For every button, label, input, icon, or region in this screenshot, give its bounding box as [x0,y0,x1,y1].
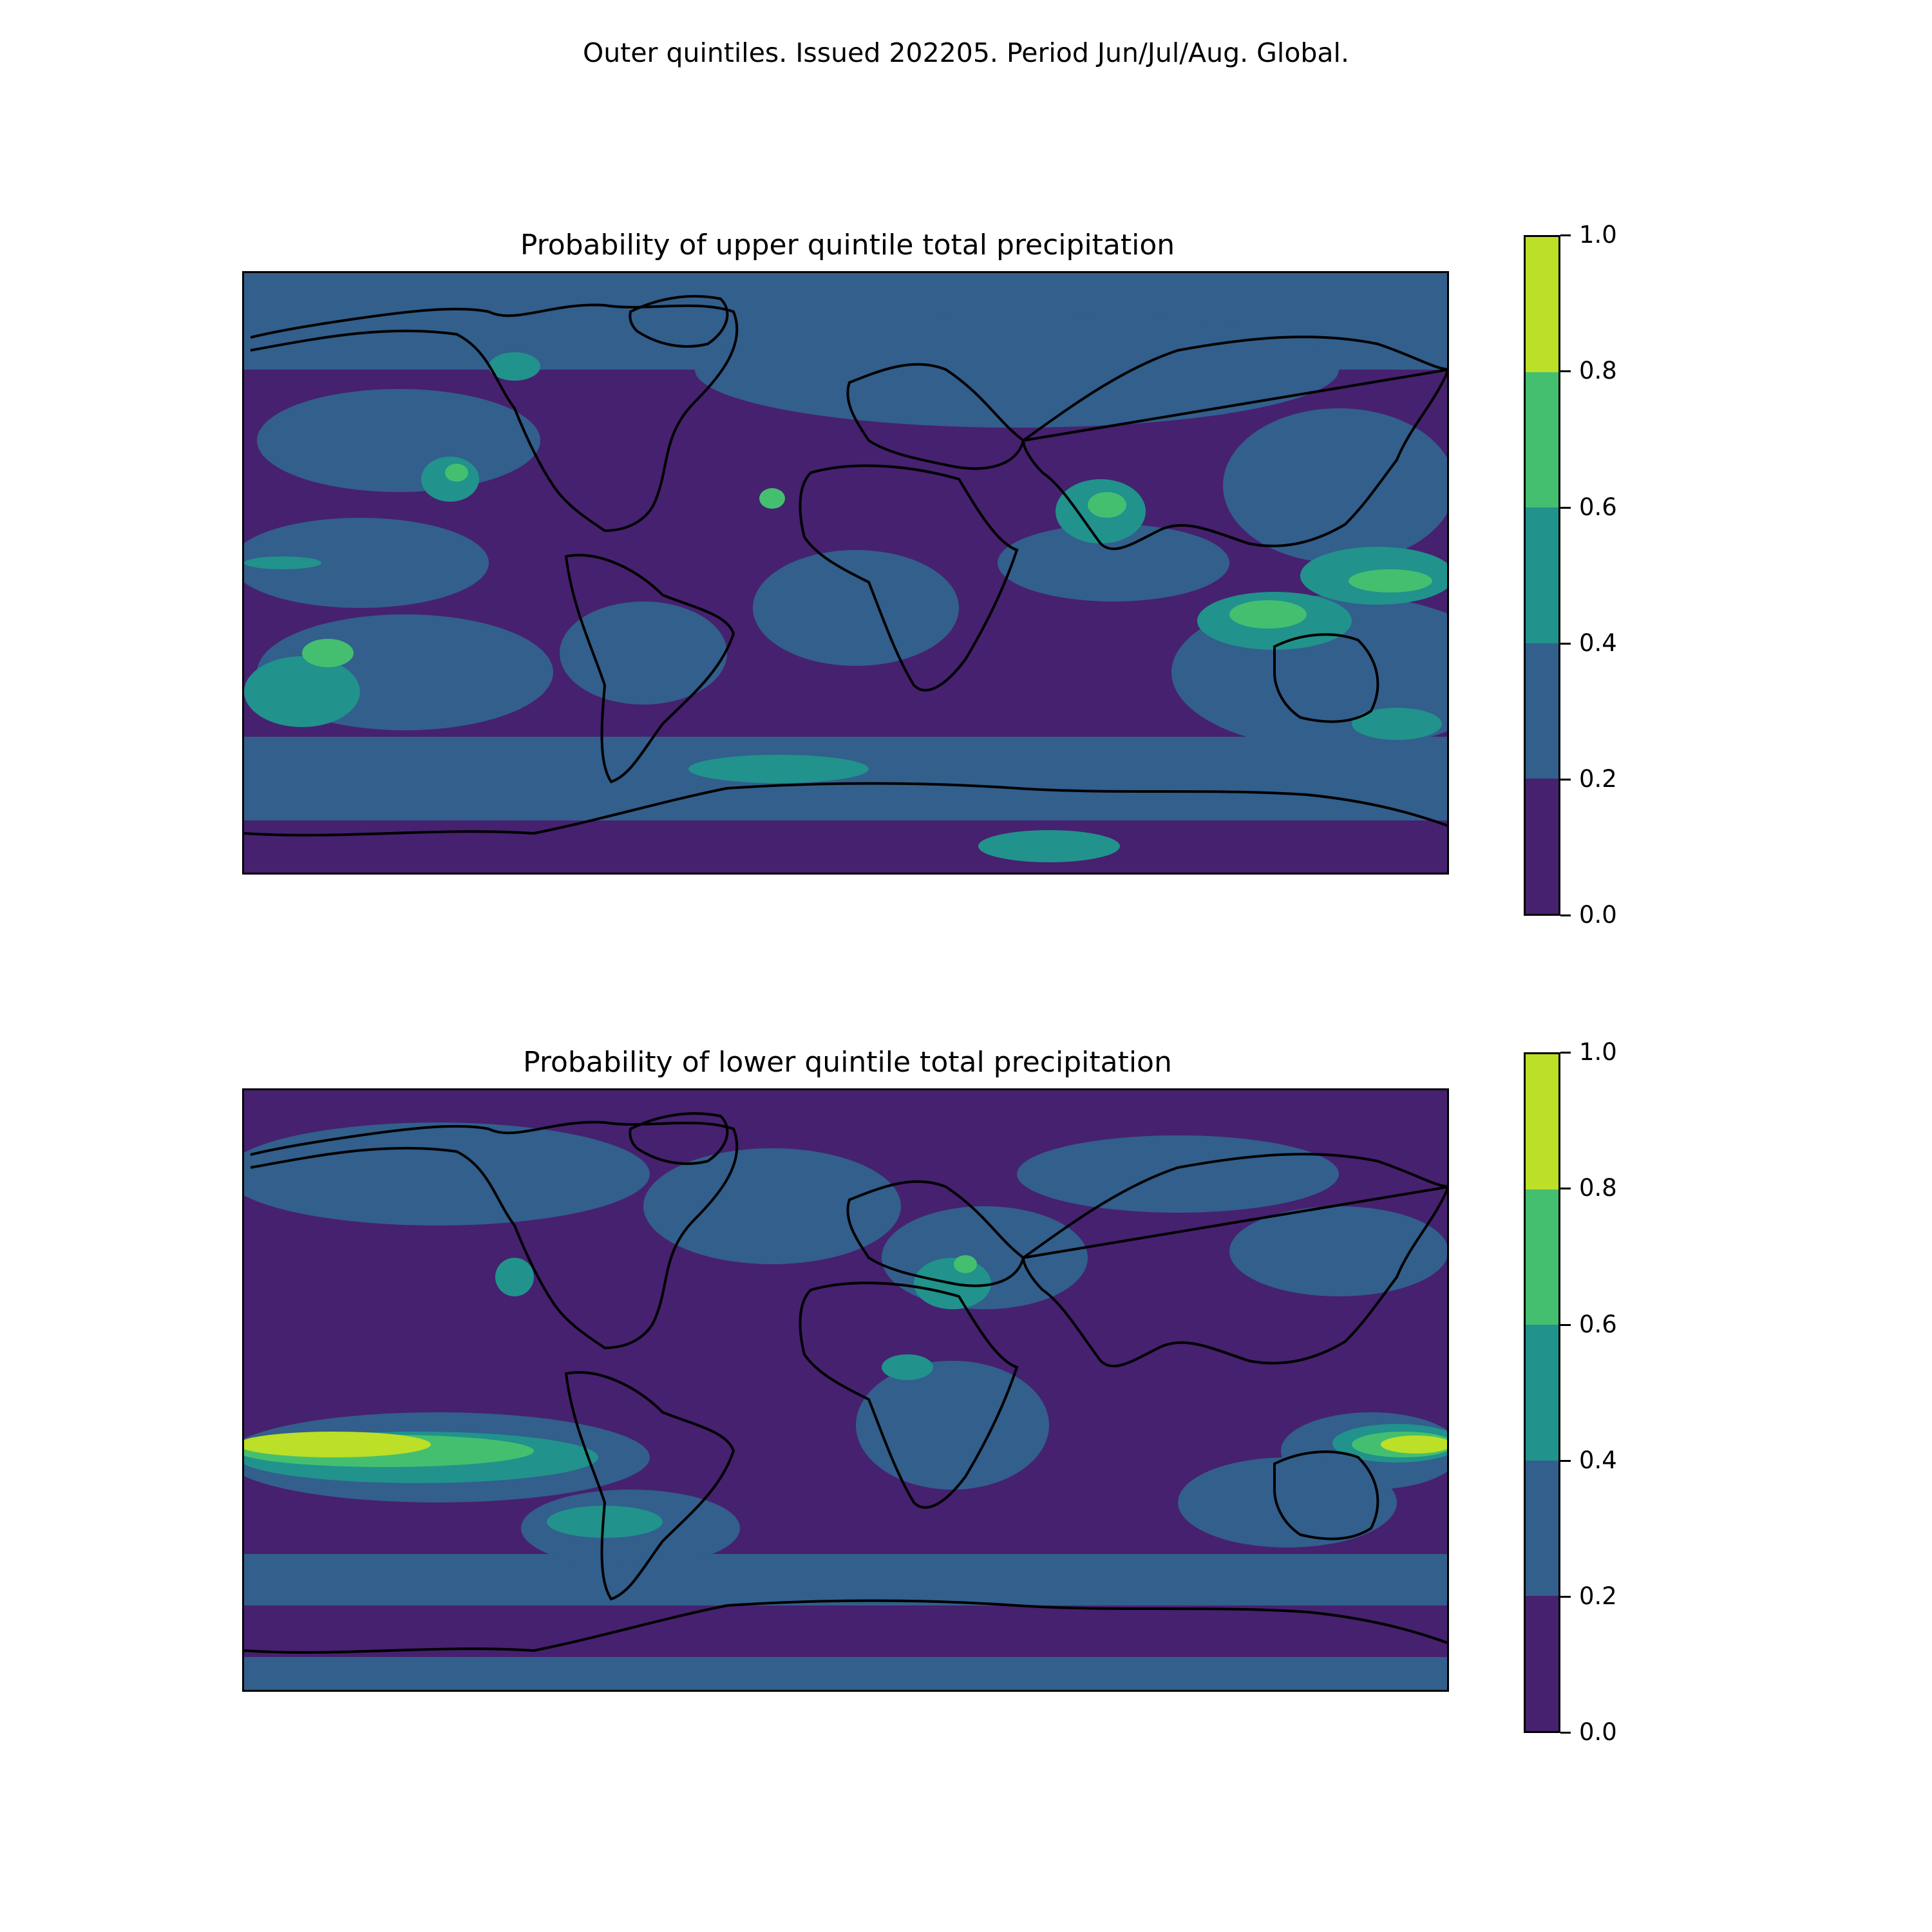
antarctic-band [244,1657,1447,1690]
e-pacific-area [244,518,489,608]
lower-ticklabel-0.8: 0.8 [1579,1174,1617,1202]
band-0.2-0.4 [1526,1460,1558,1596]
band-0.0-0.2 [1526,1595,1558,1731]
north-america-coast [250,303,739,533]
mexico-hot [495,1258,534,1296]
band-0.0-0.2 [1526,778,1558,914]
ne-pacific-peak [445,464,468,482]
lower-ticklabel-1.0: 1.0 [1579,1038,1617,1066]
lower-map-svg [244,1090,1447,1690]
upper-tick-0.8 [1560,370,1571,372]
coastlines [244,1112,1447,1654]
antarctica-coast [244,782,1447,837]
south-america-coast [564,1371,735,1601]
greenland-coast [629,1112,729,1165]
upper-ticklabel-0.2: 0.2 [1579,765,1617,793]
class-0.6-0.8-areas [302,464,1432,667]
figure-suptitle: Outer quintiles. Issued 202205. Period J… [583,37,1349,68]
europe-coast [846,363,1025,470]
australia-coast [1273,633,1379,723]
n-atlantic-band [643,1148,901,1264]
europe-coast [846,1180,1025,1287]
tasman-hot [1352,708,1442,740]
w-pacific-core [1381,1435,1447,1454]
class-0.4-0.6-areas [244,352,1447,862]
s-midlat-band [244,1554,1447,1605]
asia-coast [1021,1153,1447,1368]
lower-ticklabel-0.4: 0.4 [1579,1446,1617,1474]
e-africa-hot [882,1354,933,1380]
band-0.8-1.0 [1526,1054,1558,1190]
se-pacific-hot [244,656,360,727]
lower-quintile-map [242,1088,1449,1692]
nw-pacific-band [1229,1206,1447,1296]
upper-ticklabel-1.0: 1.0 [1579,221,1617,249]
lower-tick-1.0 [1560,1052,1571,1054]
w-pacific-peak [1349,569,1432,592]
upper-ticklabel-0.0: 0.0 [1579,901,1617,929]
se-africa-band [856,1361,1049,1490]
lower-colorbar [1524,1052,1560,1733]
upper-tick-0.2 [1560,779,1571,781]
alaska-band [244,1122,650,1226]
upper-ticklabel-0.8: 0.8 [1579,357,1617,384]
south-ocean-hot [688,755,869,783]
s-america-hot [547,1506,663,1538]
upper-ticklabel-0.6: 0.6 [1579,493,1617,521]
greenland-coast [629,295,729,348]
band-0.6-0.8 [1526,372,1558,508]
s-atlantic-area [560,601,727,705]
africa-coast [799,464,1019,692]
asia-coast [1021,336,1447,551]
upper-tick-0.0 [1560,914,1571,916]
lower-ticklabel-0.0: 0.0 [1579,1718,1617,1746]
antarctic-hot [978,830,1120,862]
alaska-hot [489,352,540,381]
n-pacific-area [257,389,540,492]
lower-tick-0.8 [1560,1188,1571,1189]
india-peak [1088,492,1126,518]
band-0.2-0.4 [1526,643,1558,779]
australia-band [1178,1457,1397,1548]
band-0.4-0.6 [1526,507,1558,643]
band-0.6-0.8 [1526,1189,1558,1325]
lower-tick-0.4 [1560,1460,1571,1462]
lower-ticklabel-0.6: 0.6 [1579,1311,1617,1338]
lower-tick-0.2 [1560,1596,1571,1598]
upper-quintile-map [242,271,1449,875]
lower-ticklabel-0.2: 0.2 [1579,1582,1617,1610]
upper-tick-0.4 [1560,643,1571,645]
w-pacific-area [1223,408,1447,563]
w-africa-peak [759,488,785,509]
upper-map-svg [244,273,1447,873]
southern-ocean-band [244,737,1447,820]
lower-tick-0.0 [1560,1732,1571,1734]
antarctica-coast [244,1599,1447,1654]
black-sea-peak [954,1255,977,1273]
africa-coast [799,1282,1019,1509]
upper-tick-1.0 [1560,234,1571,236]
upper-tick-0.6 [1560,507,1571,509]
maritime-peak [1229,600,1307,629]
upper-ticklabel-0.4: 0.4 [1579,629,1617,657]
s-africa-area [753,550,959,666]
australia-coast [1273,1450,1379,1540]
north-america-coast [250,1121,739,1350]
upper-colorbar [1524,235,1560,916]
upper-panel-title: Probability of upper quintile total prec… [520,229,1175,261]
class-0.8-1.0-areas [244,1432,1447,1457]
se-pacific-peak [302,639,354,667]
band-0.8-1.0 [1526,237,1558,373]
lower-panel-title: Probability of lower quintile total prec… [523,1046,1172,1079]
south-america-coast [564,554,735,784]
eq-pacific-core [244,1432,431,1457]
siberia-band [1017,1135,1339,1213]
indian-ocean-area [998,524,1229,601]
siberia-band [695,312,1339,428]
coastlines [244,295,1447,837]
e-pacific-strip [244,556,321,569]
lower-tick-0.6 [1560,1324,1571,1326]
band-0.4-0.6 [1526,1325,1558,1461]
class-0.2-0.4-areas [244,273,1447,820]
